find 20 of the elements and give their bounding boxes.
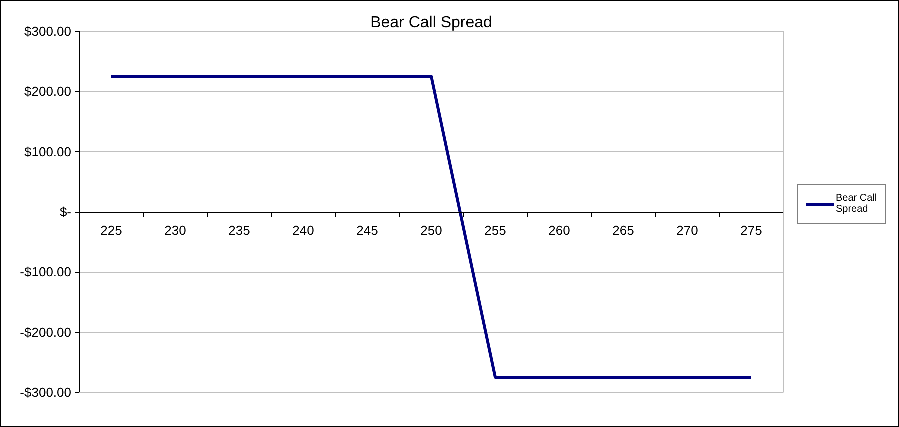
x-tick-label: 240 xyxy=(292,223,314,238)
y-tick-label: $100.00 xyxy=(24,144,72,160)
y-tick-label: $- xyxy=(60,204,72,220)
y-tick-label: -$300.00 xyxy=(20,385,72,400)
x-tick-label: 275 xyxy=(740,223,762,238)
y-tick-label: $300.00 xyxy=(24,24,72,39)
x-tick-label: 245 xyxy=(356,223,378,238)
x-tick-label: 260 xyxy=(548,223,570,238)
x-tick-label: 255 xyxy=(484,223,506,238)
x-tick-label: 235 xyxy=(228,223,250,238)
x-tick-label: 265 xyxy=(612,223,634,238)
y-tick-label: -$200.00 xyxy=(20,324,72,340)
x-tick-label: 250 xyxy=(420,223,442,238)
x-tick-label: 230 xyxy=(164,223,186,238)
legend-label: Bear Call Spread xyxy=(836,193,878,215)
x-tick-label: 270 xyxy=(676,223,698,238)
y-tick-label: $200.00 xyxy=(24,84,72,100)
y-tick-label: -$100.00 xyxy=(20,264,72,280)
chart-title: Bear Call Spread xyxy=(370,14,492,32)
x-tick-label: 225 xyxy=(100,223,122,238)
